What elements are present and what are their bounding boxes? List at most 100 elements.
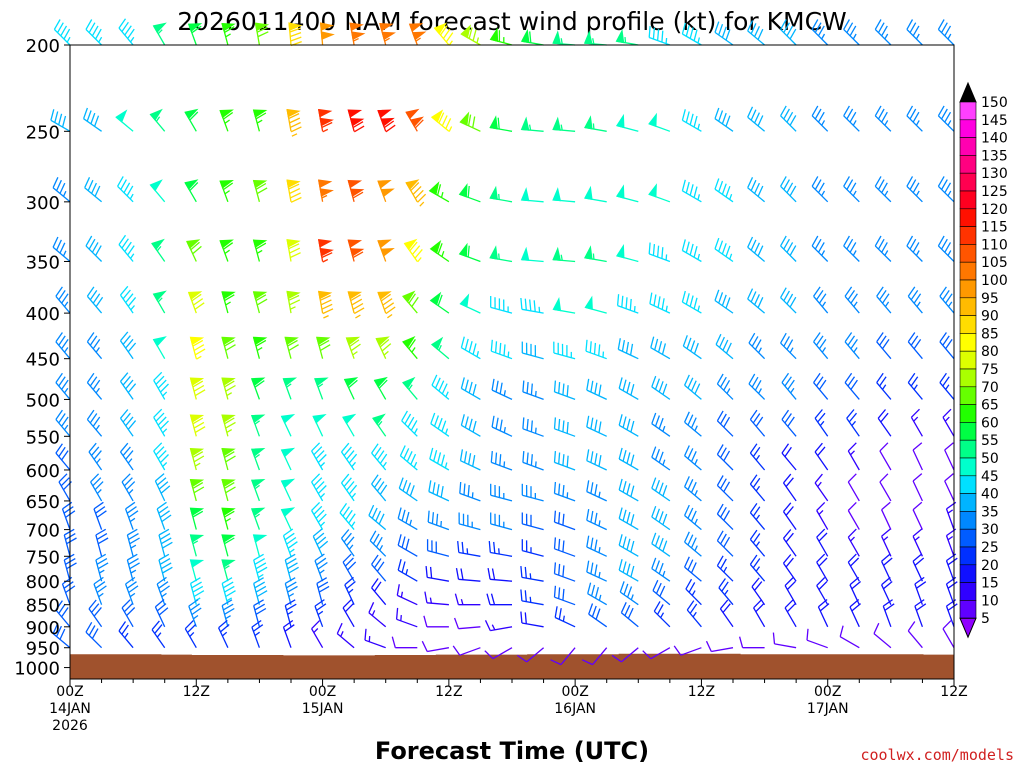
wind-barb bbox=[152, 290, 167, 314]
wind-barb bbox=[553, 510, 576, 531]
y-tick-label: 300 bbox=[26, 193, 60, 214]
wind-barb bbox=[619, 581, 639, 606]
wind-barb bbox=[126, 553, 140, 582]
wind-barb bbox=[874, 176, 892, 203]
colorbar-segment bbox=[959, 493, 977, 512]
wind-barb bbox=[58, 473, 72, 502]
wind-barb bbox=[843, 19, 860, 46]
colorbar-label: 105 bbox=[981, 255, 1008, 271]
wind-barb bbox=[286, 179, 302, 203]
wind-barb bbox=[250, 414, 266, 437]
wind-barb bbox=[52, 177, 71, 203]
wind-barb bbox=[651, 375, 671, 400]
wind-barb bbox=[719, 599, 734, 628]
wind-barb bbox=[377, 239, 395, 262]
wind-barb bbox=[284, 577, 298, 605]
y-tick-label: 500 bbox=[26, 390, 60, 411]
wind-barb bbox=[782, 473, 797, 502]
wind-barb bbox=[716, 555, 734, 582]
wind-barb bbox=[782, 502, 797, 530]
wind-barb bbox=[373, 376, 388, 400]
wind-barb bbox=[906, 176, 923, 203]
x-tick-label: 14JAN bbox=[49, 701, 91, 717]
wind-barb bbox=[553, 481, 576, 502]
wind-barb bbox=[912, 473, 923, 502]
wind-barb bbox=[318, 179, 334, 202]
wind-barb bbox=[403, 238, 423, 263]
wind-barb bbox=[685, 578, 702, 606]
wind-barb bbox=[780, 176, 797, 203]
colorbar-segment bbox=[959, 546, 977, 566]
wind-barb bbox=[119, 372, 137, 400]
wind-barb bbox=[681, 109, 702, 132]
wind-barb bbox=[282, 619, 295, 648]
wind-barb bbox=[747, 106, 766, 132]
wind-barb bbox=[520, 297, 544, 314]
wind-barb bbox=[780, 19, 797, 46]
wind-barb bbox=[282, 528, 298, 557]
wind-barb bbox=[88, 442, 103, 471]
wind-barb bbox=[187, 291, 205, 314]
wind-barb bbox=[311, 442, 327, 471]
wind-barb bbox=[280, 447, 296, 471]
wind-barb bbox=[811, 19, 829, 46]
wind-barb bbox=[86, 286, 104, 314]
colorbar-segment bbox=[959, 190, 977, 210]
wind-barb bbox=[881, 501, 892, 530]
wind-barb bbox=[189, 336, 206, 360]
wind-barb bbox=[430, 109, 453, 132]
wind-barb bbox=[251, 619, 264, 648]
wind-barb bbox=[95, 553, 109, 582]
wind-barb bbox=[874, 105, 892, 132]
wind-barb bbox=[618, 414, 639, 437]
y-tick-label: 850 bbox=[26, 596, 60, 617]
colorbar-label: 130 bbox=[981, 166, 1008, 182]
wind-barb bbox=[714, 107, 734, 132]
y-tick-label: 600 bbox=[26, 461, 60, 482]
wind-barb bbox=[813, 372, 829, 400]
wind-barb bbox=[521, 539, 544, 557]
wind-barb bbox=[673, 645, 702, 656]
colorbar-label: 30 bbox=[981, 522, 999, 538]
wind-barb bbox=[522, 380, 544, 401]
wind-barb bbox=[618, 478, 639, 502]
wind-barb bbox=[714, 289, 734, 314]
wind-barb bbox=[749, 503, 766, 531]
wind-barb bbox=[715, 333, 734, 360]
wind-barb bbox=[425, 566, 450, 582]
wind-barb bbox=[124, 501, 139, 530]
x-axis-title: Forecast Time (UTC) bbox=[375, 737, 649, 765]
wind-barb bbox=[316, 336, 331, 359]
wind-barb bbox=[377, 109, 396, 133]
wind-barb bbox=[250, 448, 266, 471]
wind-barb bbox=[942, 620, 955, 649]
wind-barb bbox=[118, 234, 135, 262]
wind-barb bbox=[912, 528, 923, 557]
wind-barb bbox=[484, 647, 513, 660]
wind-barb bbox=[937, 235, 955, 262]
wind-barb bbox=[189, 577, 205, 605]
wind-barb bbox=[340, 473, 358, 502]
wind-barb bbox=[345, 336, 361, 359]
wind-barb bbox=[458, 242, 481, 263]
y-tick-label: 200 bbox=[26, 36, 60, 57]
wind-barb bbox=[781, 443, 797, 471]
colorbar-label: 145 bbox=[981, 113, 1008, 129]
colorbar-segment bbox=[959, 511, 977, 530]
wind-barb bbox=[85, 235, 103, 262]
wind-barb bbox=[490, 296, 513, 314]
wind-barb bbox=[906, 19, 923, 46]
wind-barb bbox=[460, 377, 481, 400]
colorbar-segment bbox=[959, 368, 977, 388]
wind-barb bbox=[397, 559, 418, 582]
wind-barb bbox=[648, 26, 671, 46]
wind-barb bbox=[489, 27, 513, 46]
colorbar-segment bbox=[959, 208, 977, 227]
wind-barb bbox=[55, 332, 71, 360]
colorbar-label: 125 bbox=[981, 184, 1008, 200]
y-tick-label: 750 bbox=[26, 547, 60, 568]
wind-barb bbox=[714, 21, 734, 46]
wind-barb bbox=[937, 176, 955, 203]
wind-barb bbox=[749, 554, 766, 582]
wind-barb bbox=[158, 553, 173, 582]
